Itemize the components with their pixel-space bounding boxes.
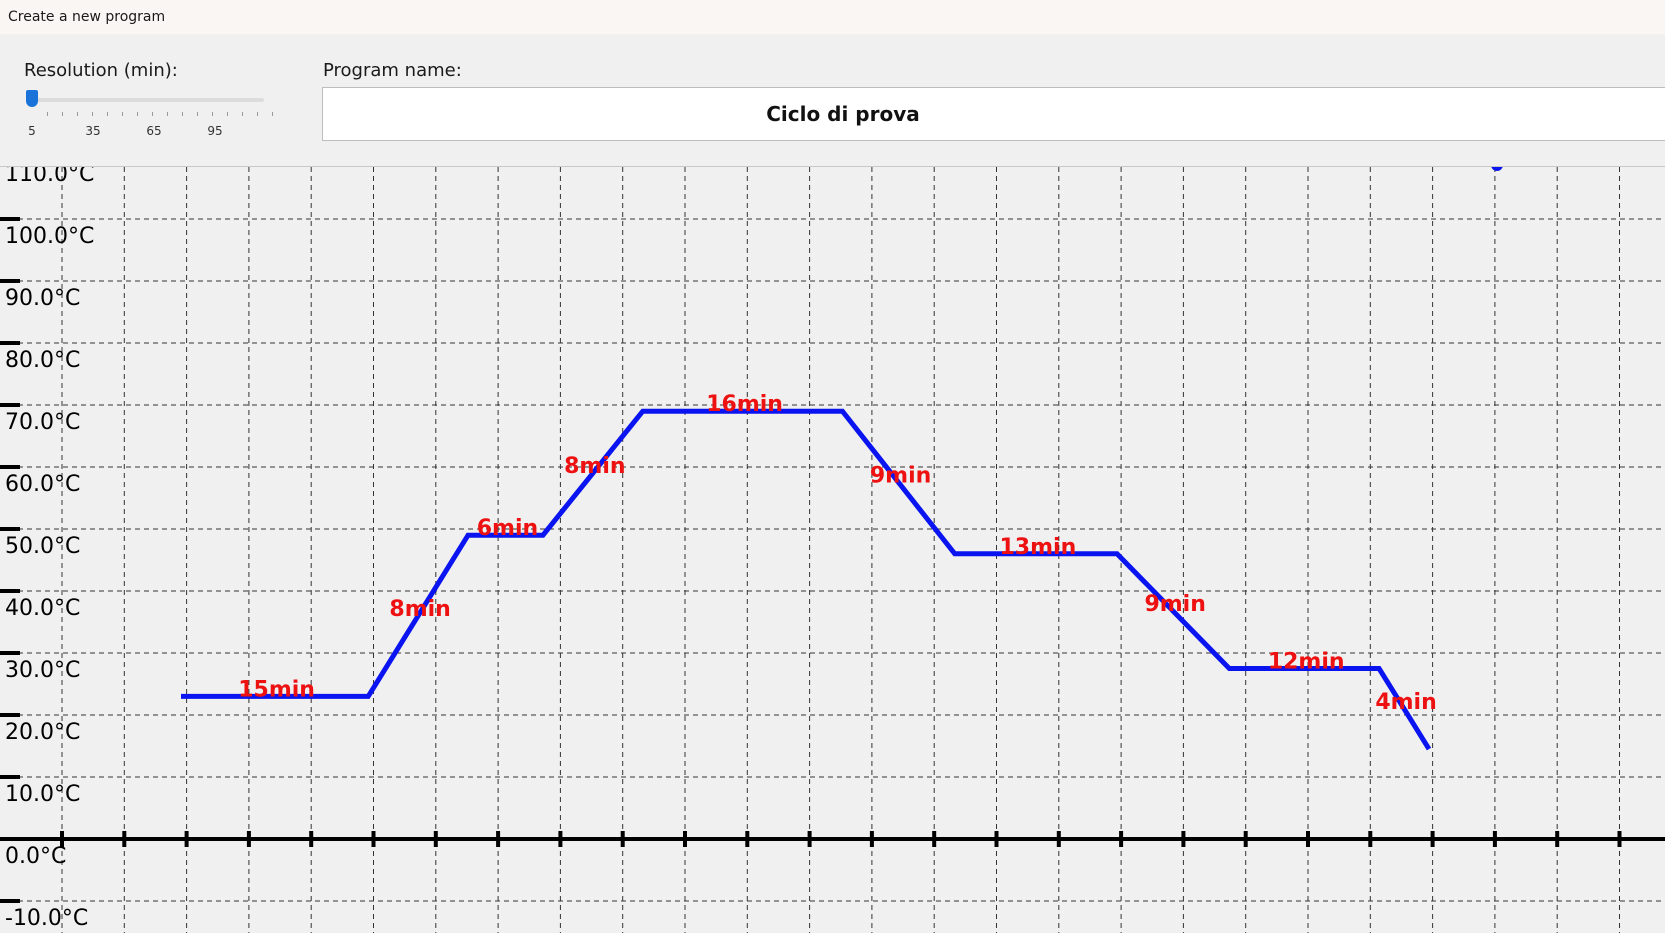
program-name-input[interactable]	[322, 87, 1665, 141]
slider-minor-tick	[167, 112, 168, 116]
y-tick-label: 100.0°C	[5, 224, 94, 249]
segment-duration-label: 8min	[389, 597, 450, 622]
y-tick-label: 60.0°C	[5, 472, 80, 497]
slider-minor-tick	[77, 112, 78, 116]
temperature-profile-chart[interactable]: 110.0°C 100.0°C 90.0°C 80.0°C 70.0°C 60.0°C 50…	[0, 166, 1665, 933]
slider-minor-tick	[107, 112, 108, 116]
end-point-marker	[1491, 167, 1503, 171]
slider-minor-tick	[227, 112, 228, 116]
y-tick-label: 20.0°C	[5, 720, 80, 745]
segment-duration-label: 4min	[1375, 690, 1436, 715]
segment-duration-label: 6min	[477, 516, 538, 541]
slider-minor-tick	[122, 112, 123, 116]
resolution-slider-handle[interactable]	[26, 90, 38, 107]
y-tick-label: 70.0°C	[5, 410, 80, 435]
segment-duration-label: 9min	[870, 464, 931, 489]
slider-minor-tick	[92, 112, 93, 116]
program-name-label: Program name:	[323, 60, 462, 81]
slider-minor-tick	[242, 112, 243, 116]
y-tick-label: 90.0°C	[5, 286, 80, 311]
window-title-bar: Create a new program	[0, 0, 1665, 34]
segment-duration-label: 12min	[1268, 650, 1345, 675]
slider-minor-tick	[212, 112, 213, 116]
y-tick-label: 80.0°C	[5, 348, 80, 373]
segment-duration-label: 8min	[564, 454, 625, 479]
y-tick-label: 10.0°C	[5, 782, 80, 807]
y-tick-label: 110.0°C	[5, 167, 94, 187]
slider-minor-tick	[272, 112, 273, 116]
window-title: Create a new program	[8, 9, 166, 25]
slider-minor-tick	[137, 112, 138, 116]
y-tick-label: 0.0°C	[5, 844, 66, 869]
resolution-tick-label: 35	[85, 124, 101, 138]
y-tick-label: 50.0°C	[5, 534, 80, 559]
slider-minor-tick	[257, 112, 258, 116]
segment-duration-label: 15min	[238, 677, 315, 702]
resolution-tick-label: 95	[207, 124, 223, 138]
segment-duration-label: 9min	[1144, 592, 1205, 617]
segment-duration-label: 13min	[1000, 535, 1077, 560]
resolution-tick-label: 65	[146, 124, 162, 138]
resolution-slider-track[interactable]	[32, 98, 264, 102]
segment-duration-label: 16min	[706, 392, 783, 417]
chart-canvas[interactable]: 110.0°C 100.0°C 90.0°C 80.0°C 70.0°C 60.0°C 50…	[0, 167, 1665, 933]
y-tick-label: 30.0°C	[5, 658, 80, 683]
temperature-profile-line	[181, 408, 1432, 751]
resolution-label: Resolution (min):	[24, 60, 178, 81]
slider-minor-tick	[197, 112, 198, 116]
y-tick-label: -10.0°C	[5, 906, 88, 931]
slider-minor-tick	[182, 112, 183, 116]
y-tick-label: 40.0°C	[5, 596, 80, 621]
slider-minor-tick	[152, 112, 153, 116]
slider-minor-tick	[62, 112, 63, 116]
slider-minor-tick	[47, 112, 48, 116]
resolution-tick-label: 5	[28, 124, 36, 138]
